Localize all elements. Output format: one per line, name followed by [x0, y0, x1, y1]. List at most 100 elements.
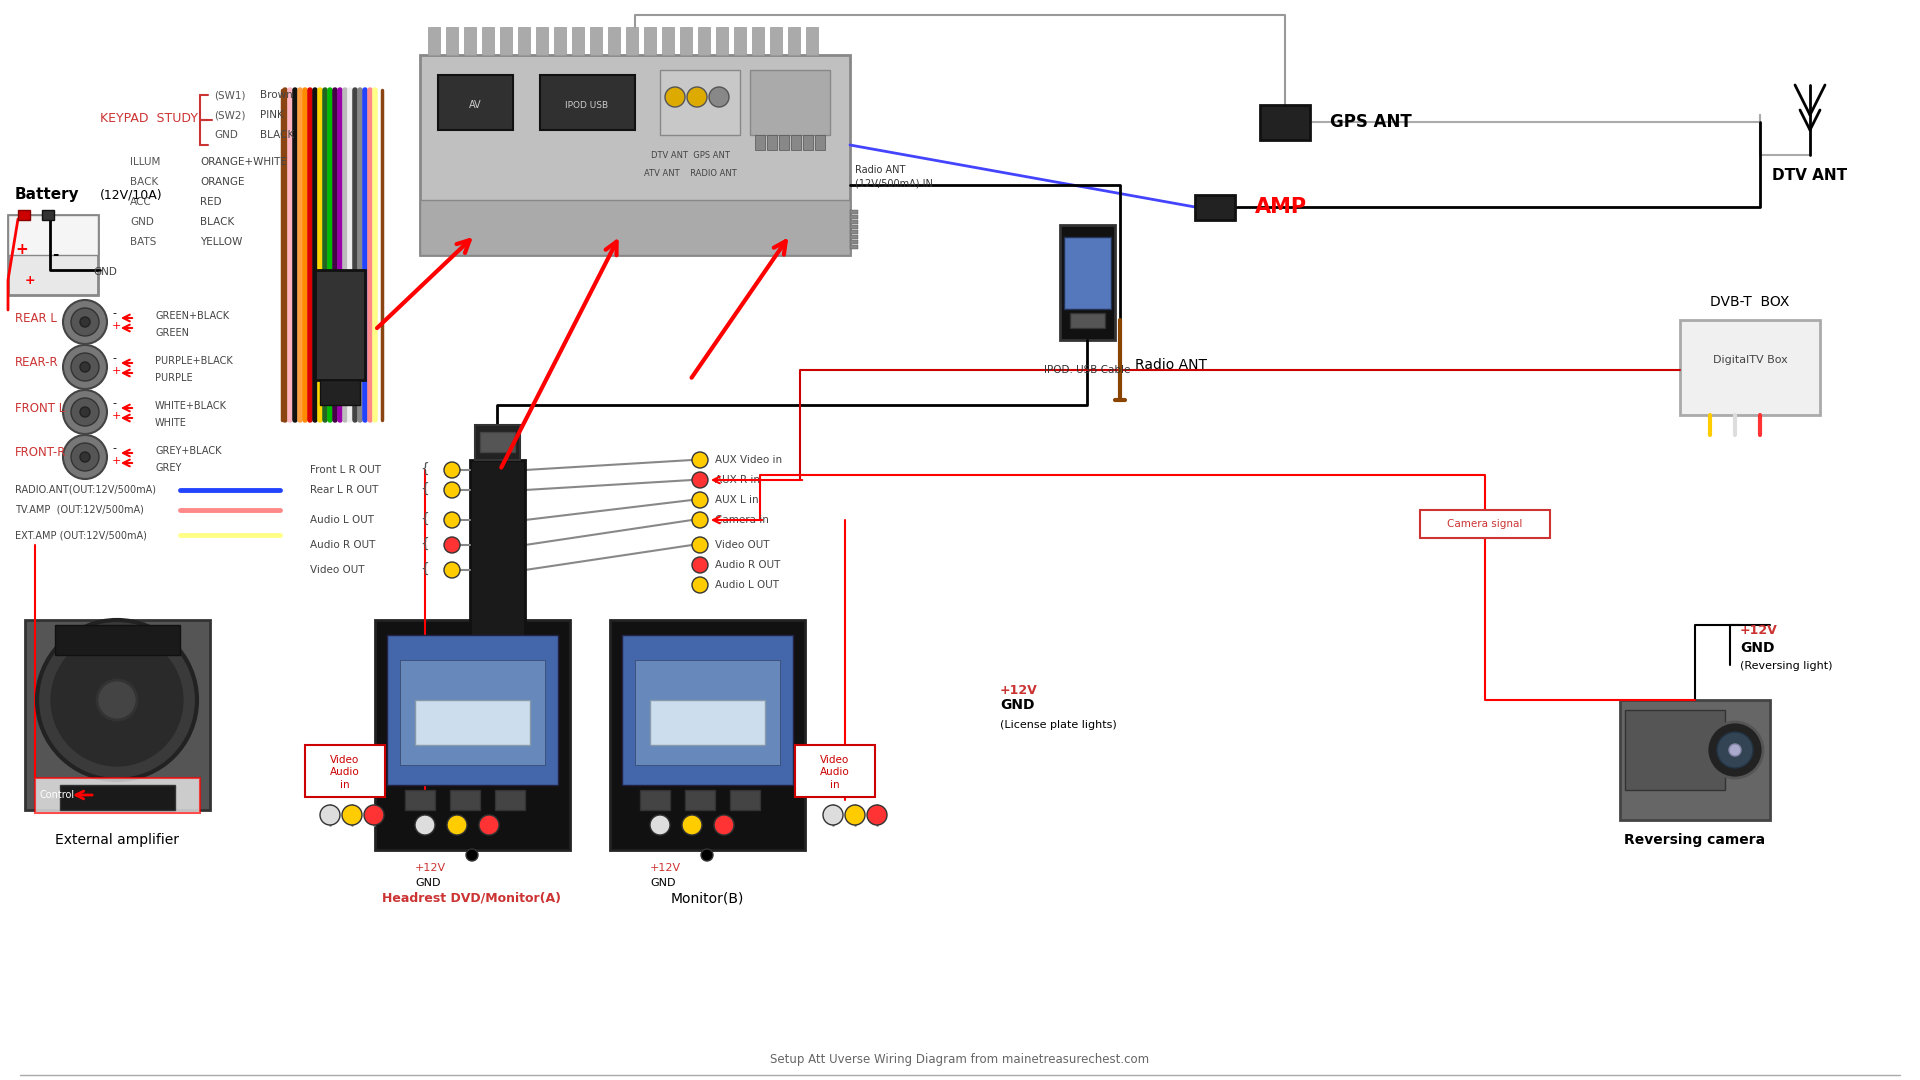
Text: Audio: Audio [820, 767, 851, 777]
FancyBboxPatch shape [766, 135, 778, 150]
Circle shape [63, 390, 108, 434]
FancyBboxPatch shape [321, 380, 361, 405]
Circle shape [365, 805, 384, 825]
FancyBboxPatch shape [60, 785, 175, 810]
Text: GND: GND [651, 878, 676, 888]
FancyBboxPatch shape [814, 135, 826, 150]
FancyBboxPatch shape [589, 27, 603, 55]
FancyBboxPatch shape [851, 220, 858, 224]
Text: +: + [25, 273, 36, 286]
Text: Radio ANT: Radio ANT [854, 165, 906, 175]
FancyBboxPatch shape [374, 620, 570, 850]
Text: AUX L in: AUX L in [714, 495, 758, 505]
Text: IPOD. USB Cable: IPOD. USB Cable [1044, 365, 1131, 375]
FancyBboxPatch shape [851, 225, 858, 229]
Text: (SW1): (SW1) [213, 90, 246, 100]
Circle shape [415, 815, 436, 835]
Text: GREEN+BLACK: GREEN+BLACK [156, 311, 228, 321]
Text: BLACK: BLACK [200, 217, 234, 227]
Text: DTV ANT: DTV ANT [1772, 167, 1847, 183]
Text: (12V/10A): (12V/10A) [100, 189, 163, 202]
Text: in: in [829, 780, 839, 789]
Circle shape [824, 805, 843, 825]
FancyBboxPatch shape [1421, 510, 1549, 538]
Text: (Reversing light): (Reversing light) [1740, 661, 1832, 671]
Text: GND: GND [131, 217, 154, 227]
FancyBboxPatch shape [716, 27, 728, 55]
Text: {: { [420, 512, 428, 526]
Text: +: + [111, 366, 121, 376]
FancyBboxPatch shape [699, 27, 710, 55]
FancyBboxPatch shape [465, 27, 476, 55]
Text: DigitalTV Box: DigitalTV Box [1713, 355, 1788, 365]
Text: ORANGE: ORANGE [200, 177, 244, 187]
FancyBboxPatch shape [795, 745, 876, 797]
FancyBboxPatch shape [851, 235, 858, 239]
Circle shape [444, 562, 461, 578]
Text: TV.AMP  (OUT:12V/500mA): TV.AMP (OUT:12V/500mA) [15, 505, 144, 515]
FancyBboxPatch shape [388, 635, 559, 785]
Text: GND: GND [1000, 698, 1035, 712]
Text: Camera signal: Camera signal [1448, 519, 1523, 529]
FancyBboxPatch shape [25, 620, 209, 810]
Text: REAR-R: REAR-R [15, 356, 60, 369]
Text: -: - [111, 353, 115, 363]
FancyBboxPatch shape [851, 240, 858, 244]
Circle shape [98, 680, 136, 720]
Circle shape [682, 815, 703, 835]
Circle shape [708, 87, 730, 107]
FancyBboxPatch shape [428, 27, 440, 55]
Text: WHITE+BLACK: WHITE+BLACK [156, 401, 227, 411]
Text: +: + [111, 321, 121, 330]
Text: PURPLE+BLACK: PURPLE+BLACK [156, 356, 232, 366]
Text: (12V/500mA) IN: (12V/500mA) IN [854, 178, 933, 188]
Circle shape [714, 815, 733, 835]
FancyBboxPatch shape [445, 27, 459, 55]
FancyBboxPatch shape [1194, 195, 1235, 220]
FancyBboxPatch shape [438, 75, 513, 130]
FancyBboxPatch shape [405, 789, 436, 810]
FancyBboxPatch shape [315, 270, 365, 380]
Text: REAR L: REAR L [15, 311, 58, 324]
Circle shape [701, 849, 712, 861]
Text: Battery: Battery [15, 188, 79, 203]
Text: +12V: +12V [651, 863, 682, 873]
Text: Audio L OUT: Audio L OUT [309, 515, 374, 525]
Text: WHITE: WHITE [156, 418, 186, 428]
Text: Video OUT: Video OUT [714, 540, 770, 550]
Circle shape [81, 318, 90, 327]
Text: Setup Att Uverse Wiring Diagram from mainetreasurechest.com: Setup Att Uverse Wiring Diagram from mai… [770, 1053, 1150, 1067]
FancyBboxPatch shape [791, 135, 801, 150]
Text: ACC: ACC [131, 197, 152, 207]
Circle shape [36, 620, 198, 780]
FancyBboxPatch shape [851, 215, 858, 219]
Text: {: { [420, 562, 428, 576]
FancyBboxPatch shape [680, 27, 691, 55]
FancyBboxPatch shape [611, 620, 804, 850]
Text: GREEN: GREEN [156, 328, 188, 338]
Text: -: - [111, 308, 115, 318]
FancyBboxPatch shape [1620, 700, 1770, 820]
Circle shape [81, 407, 90, 417]
Text: GND: GND [92, 267, 117, 276]
FancyBboxPatch shape [751, 70, 829, 135]
Circle shape [687, 87, 707, 107]
FancyBboxPatch shape [56, 625, 180, 654]
Circle shape [1707, 723, 1763, 778]
Text: RADIO.ANT(OUT:12V/500mA): RADIO.ANT(OUT:12V/500mA) [15, 485, 156, 495]
Circle shape [845, 805, 866, 825]
FancyBboxPatch shape [662, 27, 674, 55]
Text: YELLOW: YELLOW [200, 237, 242, 247]
Circle shape [71, 353, 100, 381]
Circle shape [63, 435, 108, 480]
Text: -: - [111, 443, 115, 453]
FancyBboxPatch shape [1069, 313, 1106, 328]
Circle shape [63, 300, 108, 345]
Text: +: + [15, 243, 29, 257]
Text: KEYPAD  STUDY: KEYPAD STUDY [100, 111, 198, 124]
Text: in: in [340, 780, 349, 789]
Text: {: { [420, 462, 428, 476]
Circle shape [467, 849, 478, 861]
FancyBboxPatch shape [733, 27, 747, 55]
Text: +: + [111, 456, 121, 465]
